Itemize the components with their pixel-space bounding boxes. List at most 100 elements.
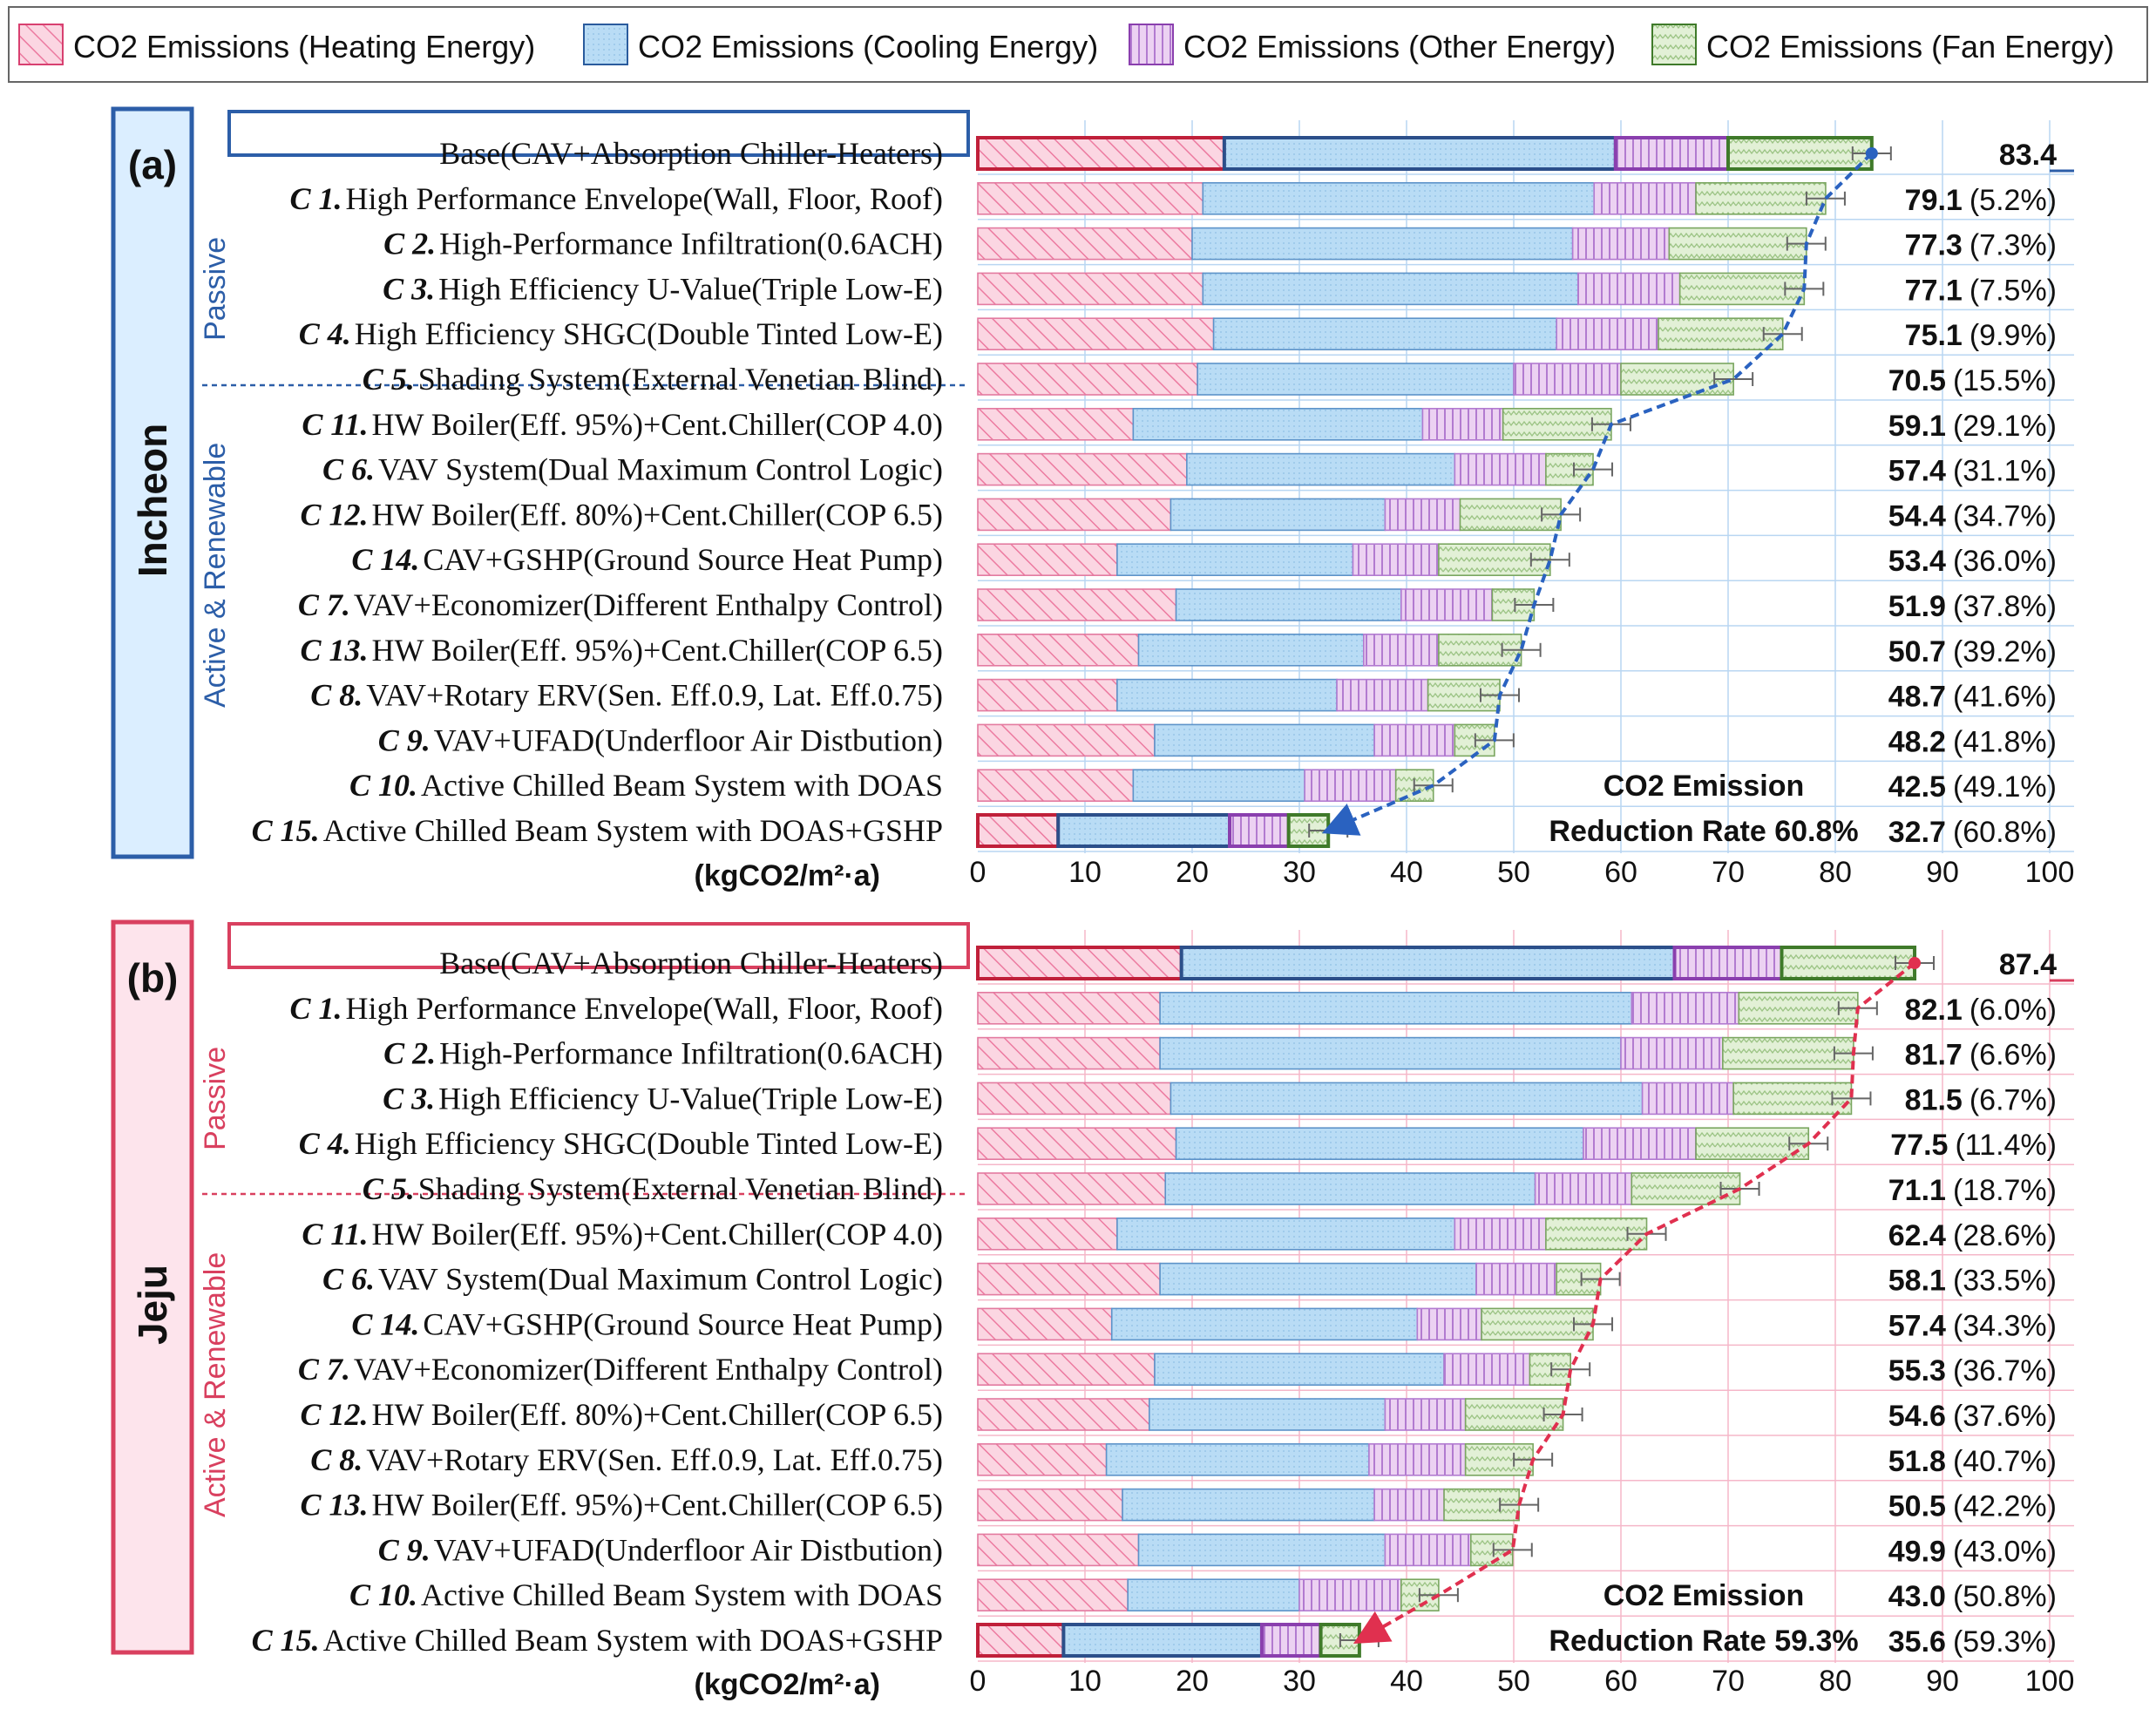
category-code: C 8.: [310, 678, 363, 713]
trend-line: [1321, 152, 1874, 836]
bar-segment-heating: [977, 992, 1161, 1025]
category-code: C 2.: [383, 1036, 436, 1071]
bar-segment-heating: [977, 1127, 1177, 1160]
value-reduction: (43.0%): [1953, 1535, 2057, 1568]
bar-segment-heating: [977, 1443, 1108, 1476]
category-code: C 9.: [378, 1532, 431, 1567]
category-text: High-Performance Infiltration(0.6ACH): [439, 1036, 943, 1071]
bar-segment-other: [1228, 813, 1291, 848]
bar-segment-cooling: [1154, 1353, 1445, 1386]
bar-segment-other: [1384, 498, 1461, 532]
category-label: C 3. High Efficiency U-Value(Triple Low-E…: [383, 1081, 943, 1116]
value-total: 32.7: [1888, 816, 1946, 849]
base-label-box: [227, 110, 970, 157]
x-tick-label: 30: [1283, 1665, 1316, 1698]
bar-row: C 8. VAV+Rotary ERV(Sen. Eff.0.9, Lat. Ef…: [310, 678, 2057, 714]
category-label: C 7. VAV+Economizer(Different Enthalpy Co…: [298, 587, 943, 622]
value-label: 54.6 (37.6%): [1888, 1400, 2057, 1433]
category-label: C 1. High Performance Envelope(Wall, Floo…: [290, 181, 944, 216]
value-label: 71.1 (18.7%): [1888, 1174, 2057, 1207]
bar-segment-fan: [1726, 136, 1874, 171]
category-text: VAV+Economizer(Different Enthalpy Contro…: [354, 587, 943, 622]
category-text: VAV+UFAD(Underfloor Air Distbution): [434, 1532, 943, 1567]
category-label: C 5. Shading System(External Venetian Bli…: [363, 362, 943, 397]
value-reduction: (36.7%): [1953, 1354, 2057, 1387]
bar-segment-cooling: [1137, 1533, 1386, 1567]
bar-row: C 2. High-Performance Infiltration(0.6ACH…: [383, 227, 2057, 262]
bar-segment-heating: [977, 498, 1172, 532]
bar-segment-other: [1577, 272, 1681, 306]
bar-segment-cooling: [1191, 227, 1574, 261]
value-label: 70.5 (15.5%): [1888, 364, 2057, 397]
panel-jeju: (b) Jeju Passive Active & Renewable Base(CAV…: [111, 919, 2074, 1701]
x-tick-label: 90: [1926, 856, 1959, 889]
value-label: 43.0 (50.8%): [1888, 1580, 2057, 1613]
value-reduction: (37.8%): [1953, 590, 2057, 623]
category-text: Active Chilled Beam System with DOAS: [421, 1577, 943, 1612]
category-text: High Efficiency SHGC(Double Tinted Low-E…: [355, 1126, 943, 1161]
value-label: 87.4: [1999, 948, 2057, 981]
bar-segment-other: [1583, 1127, 1697, 1160]
value-reduction: (37.6%): [1953, 1400, 2057, 1433]
category-label: C 9. VAV+UFAD(Underfloor Air Distbution): [378, 722, 943, 757]
bar-row: C 9. VAV+UFAD(Underfloor Air Distbution) 4…: [378, 1532, 2057, 1568]
value-label: 81.5 (6.7%): [1905, 1083, 2057, 1116]
category-text: CAV+GSHP(Ground Source Heat Pump): [423, 1306, 943, 1341]
category-label: C 10. Active Chilled Beam System with DOA…: [349, 1577, 943, 1612]
bar-segment-other: [1534, 1172, 1633, 1205]
bar-segment-cooling: [1170, 1082, 1644, 1116]
bar-segment-heating: [977, 1533, 1140, 1567]
value-reduction: (50.8%): [1953, 1580, 2057, 1613]
bar-row: C 15. Active Chilled Beam System with DOA…: [252, 813, 2057, 849]
value-total: 58.1: [1888, 1265, 1946, 1298]
legend-item-heating: CO2 Emissions (Heating Energy): [18, 24, 535, 65]
value-total: 50.5: [1888, 1490, 1946, 1523]
value-reduction: (34.7%): [1953, 499, 2057, 533]
category-code: C 14.: [351, 542, 419, 577]
bar-segment-cooling: [1137, 633, 1365, 667]
x-tick-label: 60: [1604, 856, 1637, 889]
bar-segment-heating: [977, 723, 1156, 757]
category-text: High Performance Envelope(Wall, Floor, R…: [346, 991, 943, 1026]
category-code: C 11.: [302, 407, 368, 442]
bar-segment-heating: [976, 1623, 1066, 1658]
annotation-line-1: CO2 Emission: [1603, 770, 1805, 803]
bar-segment-fan: [1470, 1533, 1514, 1567]
value-label: 82.1 (6.0%): [1905, 994, 2057, 1027]
bar-segment-fan: [1668, 227, 1807, 261]
category-code: C 15.: [252, 813, 320, 848]
bar-segment-fan: [1459, 498, 1562, 532]
value-label: 77.1 (7.5%): [1905, 274, 2057, 307]
bar-row: C 15. Active Chilled Beam System with DOA…: [252, 1623, 2057, 1659]
value-reduction: (29.1%): [1953, 410, 2057, 443]
bar-segment-other: [1443, 1353, 1531, 1386]
bar-segment-other: [1513, 363, 1622, 396]
value-total: 77.3: [1905, 229, 1963, 262]
category-text: Shading System(External Venetian Blind): [418, 1171, 943, 1206]
category-label: C 14. CAV+GSHP(Ground Source Heat Pump): [351, 542, 943, 577]
x-axis: 0 10 20 30 40 50 60 70 80 90 100 (kgCO2/m²·a): [695, 856, 2075, 892]
x-tick-label: 20: [1176, 856, 1209, 889]
bar-row: C 1. High Performance Envelope(Wall, Floo…: [290, 181, 2058, 217]
category-code: C 5.: [363, 362, 415, 397]
value-total: 77.5: [1890, 1129, 1948, 1162]
x-tick-label: 0: [970, 1665, 986, 1698]
trend-start-dot: [1909, 957, 1922, 969]
value-total: 82.1: [1905, 994, 1963, 1027]
bar-segment-cooling: [1212, 317, 1557, 351]
value-label: 57.4 (34.3%): [1888, 1309, 2057, 1342]
group-label-passive: Passive: [199, 1047, 232, 1150]
category-label: C 2. High-Performance Infiltration(0.6ACH…: [383, 227, 943, 261]
bar-segment-cooling: [1175, 588, 1402, 621]
x-tick-label: 80: [1819, 1665, 1852, 1698]
x-tick-label: 80: [1819, 856, 1852, 889]
bar-segment-heating: [976, 813, 1061, 848]
category-text: HW Boiler(Eff. 95%)+Cent.Chiller(COP 6.5…: [371, 1488, 943, 1523]
category-code: C 4.: [299, 316, 351, 351]
bar-row: Base(CAV+Absorption Chiller-Heaters) 87.4: [439, 946, 2057, 981]
value-reduction: (59.3%): [1953, 1625, 2057, 1659]
category-label: C 9. VAV+UFAD(Underfloor Air Distbution): [378, 1532, 943, 1567]
category-text: VAV+UFAD(Underfloor Air Distbution): [434, 722, 943, 757]
legend-label-fan: CO2 Emissions (Fan Energy): [1706, 29, 2114, 64]
